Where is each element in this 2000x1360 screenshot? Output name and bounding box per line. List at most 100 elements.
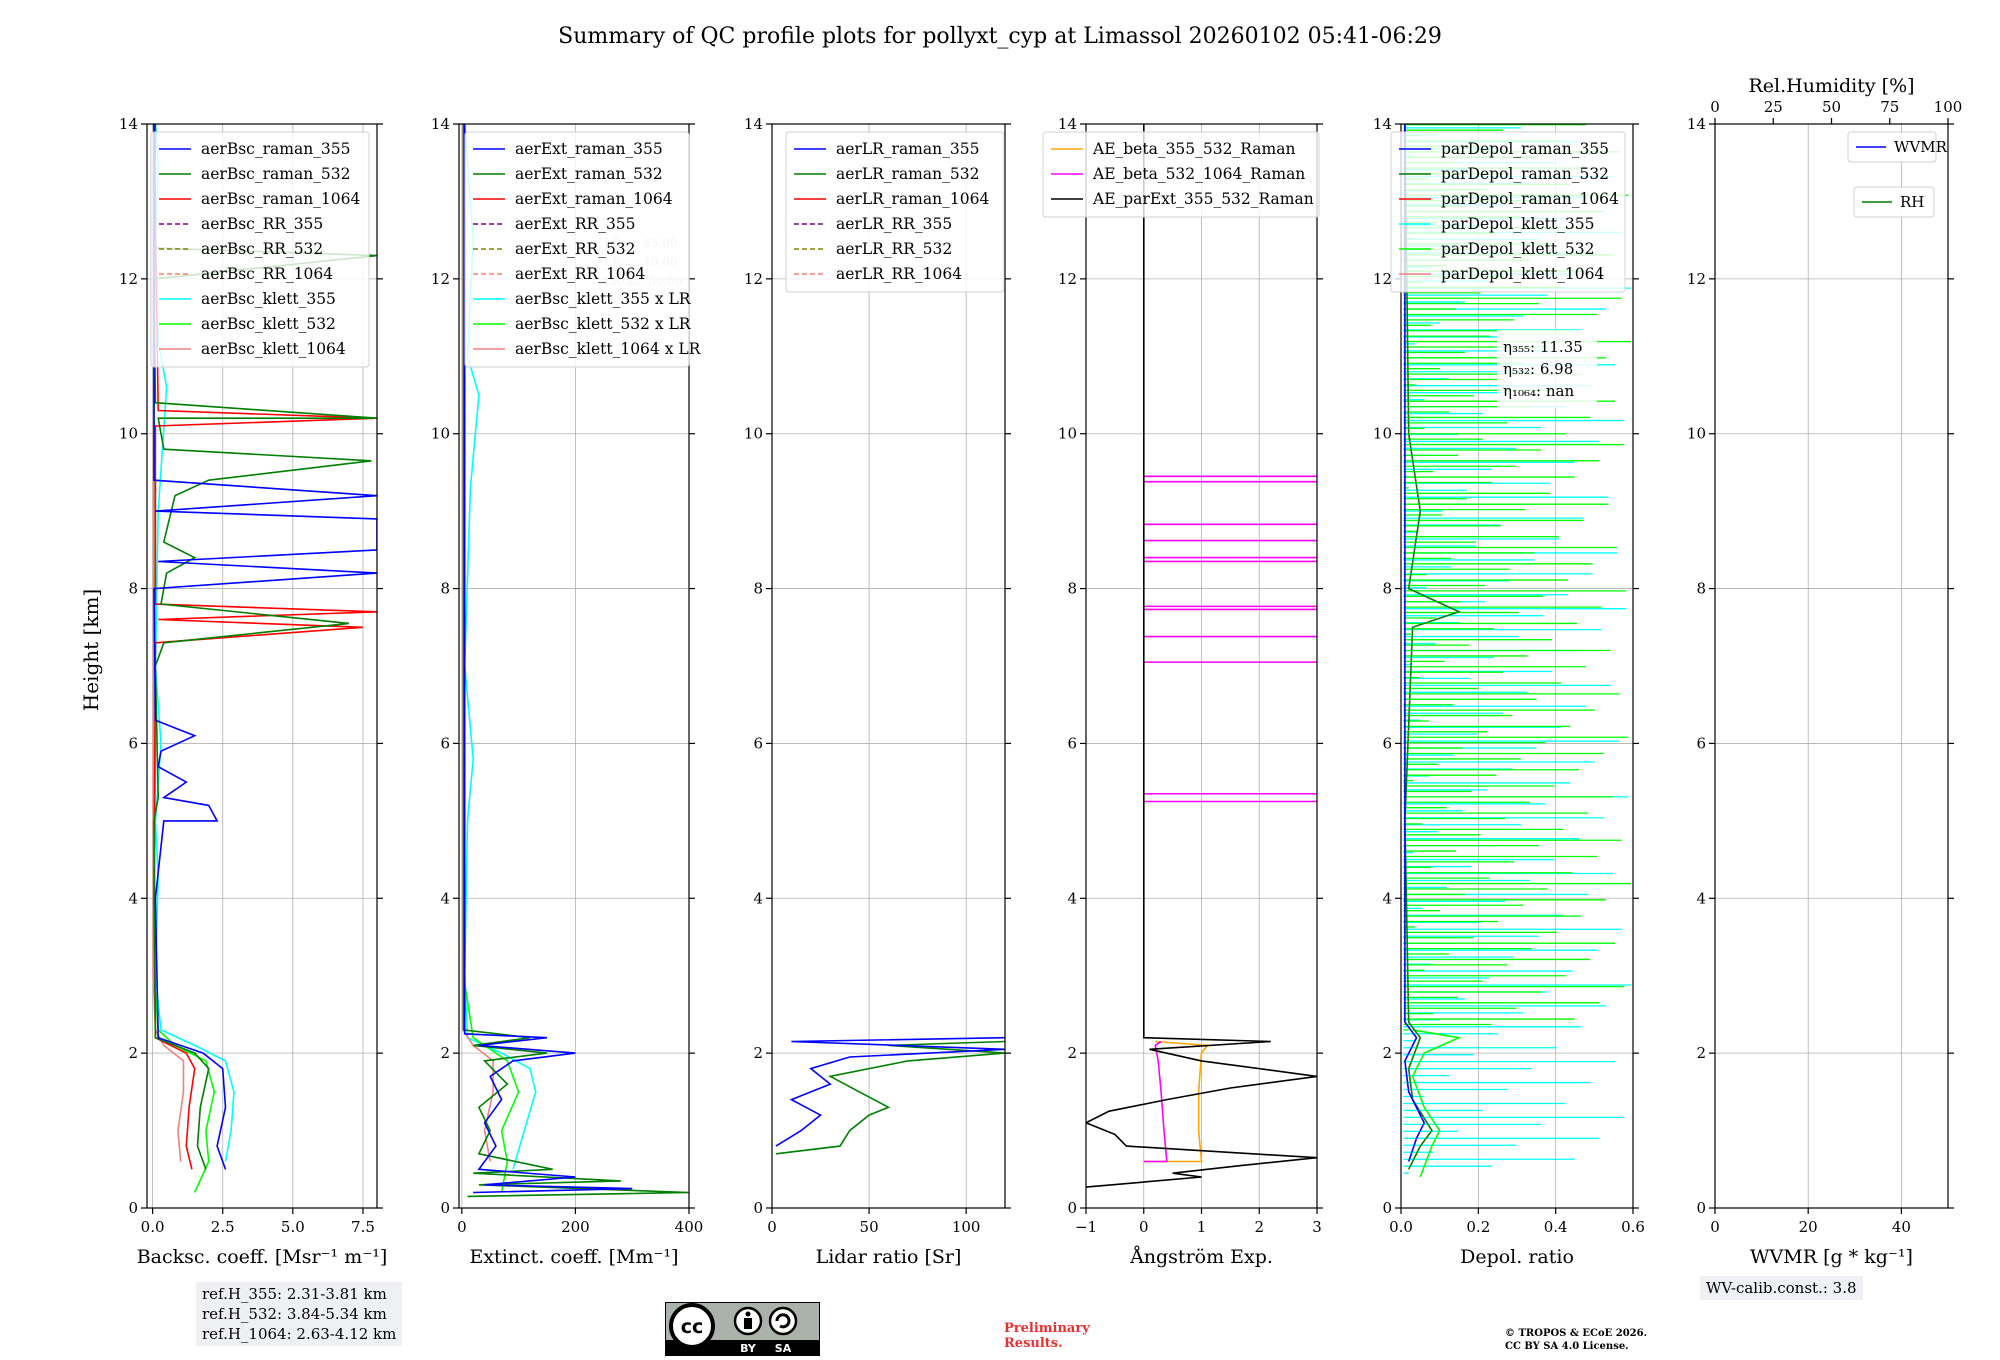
top-tick-label: 50 — [1822, 98, 1841, 116]
y-tick-label: 8 — [440, 580, 450, 598]
legend-box — [1042, 131, 1320, 218]
series-aerBsc_raman_1064 — [153, 124, 377, 1170]
legend-label: aerLR_RR_355 — [836, 215, 952, 233]
legend-label: aerExt_RR_355 — [515, 215, 636, 233]
top-tick-label: 0 — [1710, 98, 1720, 116]
legend-label: AE_beta_355_532_Raman — [1092, 140, 1295, 158]
x-tick-label: 0 — [1139, 1218, 1149, 1236]
x-tick-label: 1 — [1197, 1218, 1207, 1236]
top-tick-label: 75 — [1880, 98, 1899, 116]
legend-label: aerLR_RR_1064 — [836, 265, 962, 283]
legend-label: aerBsc_RR_355 — [201, 215, 323, 233]
cc-by-sa-logo: cc BY SA — [665, 1302, 820, 1356]
y-axis-label: Height [km] — [79, 589, 103, 711]
x-tick-label: 0.4 — [1544, 1218, 1568, 1236]
x-axis-label: Depol. ratio — [1460, 1246, 1574, 1268]
series-aerLR_raman_532 — [775, 1040, 1005, 1155]
y-tick-label: 2 — [440, 1044, 450, 1062]
legend-label: aerExt_raman_532 — [515, 165, 663, 183]
legend-label: aerLR_raman_532 — [836, 165, 979, 183]
y-tick-label: 0 — [1382, 1199, 1392, 1217]
legend-label: parDepol_klett_532 — [1441, 240, 1594, 258]
copyright-line-2: CC BY SA 4.0 License. — [1505, 1341, 1629, 1352]
series-parDepol_raman_355 — [1404, 124, 1426, 1162]
prelim-line-2: Results. — [1004, 1336, 1063, 1351]
cc-sa-label: SA — [775, 1342, 792, 1355]
data-lr — [775, 1036, 1005, 1155]
x-tick-label: 20 — [1799, 1218, 1818, 1236]
data-ae — [1086, 124, 1317, 1188]
y-tick-label: 10 — [744, 425, 763, 443]
legend-label: parDepol_raman_355 — [1441, 140, 1609, 158]
x-tick-label: 100 — [952, 1218, 981, 1236]
y-tick-label: 10 — [1058, 425, 1077, 443]
y-tick-label: 12 — [1373, 270, 1392, 288]
x-tick-label: 2.5 — [211, 1218, 235, 1236]
y-tick-label: 2 — [1067, 1044, 1077, 1062]
x-tick-label: 200 — [561, 1218, 590, 1236]
y-tick-label: 8 — [128, 580, 138, 598]
series-aerExt_raman_532 — [462, 124, 689, 1198]
series-parDepol_klett_532 — [1411, 1029, 1462, 1178]
eta-box — [1497, 330, 1597, 408]
legend-label: aerExt_RR_1064 — [515, 265, 646, 283]
svg-text:cc: cc — [681, 1316, 704, 1338]
y-tick-label: 6 — [1382, 734, 1392, 752]
y-tick-label: 6 — [440, 734, 450, 752]
legend-label: aerBsc_raman_532 — [201, 165, 351, 183]
y-tick-label: 8 — [1067, 580, 1077, 598]
legend-label: aerBsc_RR_1064 — [201, 265, 333, 283]
y-tick-label: 0 — [128, 1199, 138, 1217]
legend-label: RH — [1900, 193, 1924, 211]
series-aerLR_raman_355 — [775, 1036, 1005, 1147]
legend-label: parDepol_klett_355 — [1441, 215, 1594, 233]
y-tick-label: 14 — [1373, 115, 1392, 133]
axes-frame — [771, 123, 1006, 1209]
figure-title: Summary of QC profile plots for pollyxt_… — [558, 24, 1442, 49]
ref-h-1064: ref.H_1064: 2.63-4.12 km — [202, 1325, 397, 1343]
legend-label: aerBsc_klett_355 — [201, 290, 336, 308]
eta-label: η₁₀₆₄: nan — [1503, 382, 1574, 400]
legend-label: aerExt_raman_355 — [515, 140, 663, 158]
copyright-note: © TROPOS & ECoE 2026. CC BY SA 4.0 Licen… — [1505, 1327, 1647, 1353]
y-tick-label: 14 — [431, 115, 450, 133]
x-tick-label: 50 — [860, 1218, 879, 1236]
top-tick-label: 100 — [1934, 98, 1963, 116]
legend-box — [785, 131, 1005, 293]
y-tick-label: 14 — [1058, 115, 1077, 133]
y-tick-label: 6 — [753, 734, 763, 752]
legend-label: AE_beta_532_1064_Raman — [1092, 165, 1305, 183]
x-axis-label: Extinct. coeff. [Mm⁻¹] — [469, 1246, 678, 1268]
ref-h-355: ref.H_355: 2.31-3.81 km — [202, 1285, 387, 1303]
x-tick-label: 3 — [1312, 1218, 1322, 1236]
y-tick-label: 0 — [1696, 1199, 1706, 1217]
axes-frame — [146, 123, 378, 1209]
y-tick-label: 12 — [744, 270, 763, 288]
x-tick-label: 7.5 — [351, 1218, 375, 1236]
y-tick-label: 6 — [1067, 734, 1077, 752]
series-aerBsc_klett_1064 — [152, 124, 185, 1162]
ref-h-532: ref.H_532: 3.84-5.34 km — [202, 1305, 387, 1323]
panel-ext: 0 2 4 6 8 10 12 14 0 200 400 Extinct. coeff. [Mm⁻¹]… — [431, 115, 703, 1268]
data-ext — [462, 124, 689, 1198]
series-aerBsc_klett_355 x LR — [463, 124, 537, 1170]
panel-depol: 0 2 4 6 8 10 12 14 0.0 0.2 0.4 0.6 Depol. ratio η₃₅₅:… — [1373, 115, 1645, 1268]
x-tick-label: 400 — [675, 1218, 704, 1236]
legend-label: aerBsc_klett_532 x LR — [515, 315, 692, 333]
series-aerExt_raman_355 — [463, 124, 633, 1194]
y-tick-label: 4 — [440, 889, 450, 907]
legend-label: WVMR — [1894, 138, 1948, 156]
legend-label: aerLR_RR_532 — [836, 240, 952, 258]
y-tick-label: 2 — [753, 1044, 763, 1062]
y-tick-label: 4 — [753, 889, 763, 907]
y-tick-label: 10 — [1373, 425, 1392, 443]
y-tick-label: 14 — [1687, 115, 1706, 133]
copyright-line-1: © TROPOS & ECoE 2026. — [1505, 1328, 1648, 1339]
x-tick-label: 0.0 — [141, 1218, 165, 1236]
legend-box — [464, 131, 690, 368]
y-tick-label: 0 — [440, 1199, 450, 1217]
x-tick-label: 0 — [457, 1218, 467, 1236]
y-tick-label: 2 — [1696, 1044, 1706, 1062]
